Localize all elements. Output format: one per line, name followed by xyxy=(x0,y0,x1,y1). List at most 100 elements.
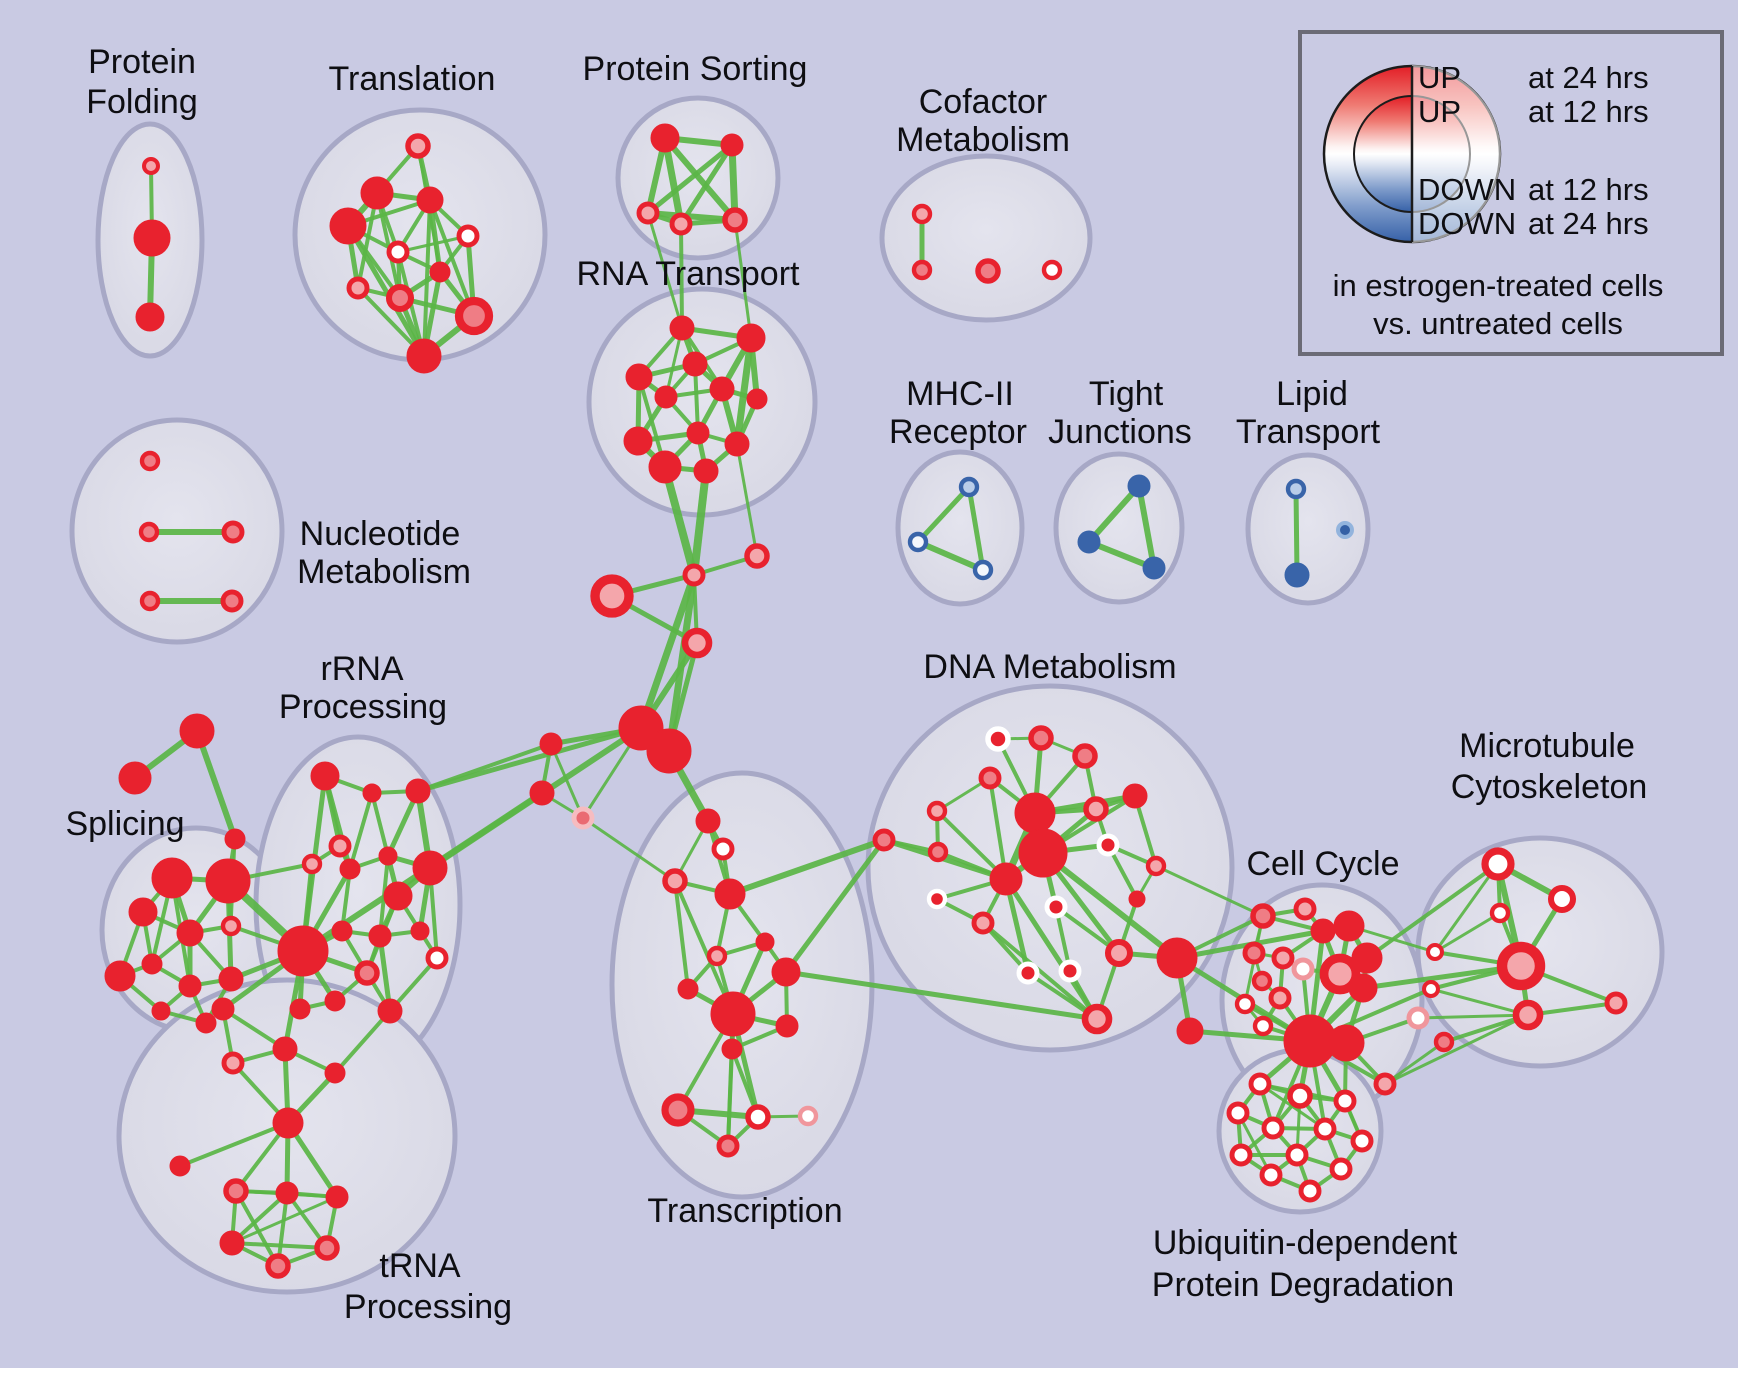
network-node-mt-1 xyxy=(1547,884,1577,914)
network-node-dna-8 xyxy=(1018,828,1068,878)
network-node-uq-11 xyxy=(1298,1179,1322,1203)
network-node-ps-0 xyxy=(650,123,680,153)
network-node-rt-4 xyxy=(654,385,678,409)
network-edge-tn xyxy=(230,1195,339,1245)
network-node-tx-1 xyxy=(711,837,735,861)
network-node-tr-8 xyxy=(385,283,415,313)
network-node-cf-1 xyxy=(911,259,933,281)
cluster-label-cc-0: Cell Cycle xyxy=(1246,845,1399,883)
network-node-dna-12 xyxy=(1096,833,1120,857)
network-node-mhc-1 xyxy=(907,531,929,553)
network-node-tx-0 xyxy=(695,808,721,834)
network-node-tx-5 xyxy=(706,945,728,967)
network-node-cc-15 xyxy=(1348,973,1378,1003)
cluster-label-lt-1: Transport xyxy=(1236,413,1381,451)
network-node-cc-3 xyxy=(1333,910,1365,942)
network-node-uq-6 xyxy=(1350,1129,1374,1153)
network-edge-tj xyxy=(1086,539,1157,571)
network-node-rt-7 xyxy=(623,426,653,456)
network-edge-tj xyxy=(1136,483,1157,571)
network-node-cn-6 xyxy=(539,732,563,756)
network-node-sp-0 xyxy=(179,713,215,749)
network-node-rr-2 xyxy=(405,778,431,804)
network-node-mt-5 xyxy=(1422,980,1440,998)
cluster-label-uq-1: Protein Degradation xyxy=(1152,1266,1454,1304)
network-node-mt-7 xyxy=(1604,991,1628,1015)
network-node-dna-5 xyxy=(872,828,896,852)
network-node-cn-5 xyxy=(646,728,692,774)
network-node-sp-4 xyxy=(205,858,251,904)
network-edge-rt xyxy=(733,334,755,448)
network-node-mt-3 xyxy=(1426,943,1444,961)
network-node-dna-16 xyxy=(1044,895,1068,919)
cluster-label-tx-0: Transcription xyxy=(647,1192,842,1230)
network-edge-mhc xyxy=(915,539,986,573)
network-link-cc-mt xyxy=(1360,963,1524,991)
network-node-cn-1 xyxy=(744,543,770,569)
network-edge-mt xyxy=(1433,911,1502,954)
legend-up-12-time: at 12 hrs xyxy=(1528,94,1649,129)
cluster-label-pf-1: Folding xyxy=(86,83,198,121)
network-node-sp-1 xyxy=(118,761,152,795)
network-node-tr-10 xyxy=(406,338,442,374)
network-node-mt-9 xyxy=(1406,1006,1430,1030)
network-node-nm-2 xyxy=(221,520,245,544)
network-edge-rr xyxy=(377,933,393,1014)
network-node-tn-3 xyxy=(324,1062,346,1084)
network-link-ps-rt xyxy=(646,211,684,330)
network-node-nm-4 xyxy=(220,589,244,613)
network-edge-mt xyxy=(1433,862,1500,954)
network-edge-tx xyxy=(673,879,735,1016)
network-node-pf-1 xyxy=(133,219,171,257)
network-node-cf-2 xyxy=(975,258,1001,284)
network-node-tx-7 xyxy=(771,957,801,987)
network-node-tn-11 xyxy=(265,1253,291,1279)
network-node-cc-8 xyxy=(1351,942,1383,974)
network-edge-tr xyxy=(375,191,402,300)
network-node-dna-20 xyxy=(1016,961,1040,985)
network-node-rr-6 xyxy=(378,846,398,866)
network-node-cc-2 xyxy=(1310,918,1336,944)
network-node-uq-5 xyxy=(1313,1117,1337,1141)
network-node-cc-1 xyxy=(1293,897,1317,921)
cluster-label-pf-0: Protein xyxy=(88,43,196,81)
network-node-tx-4 xyxy=(755,932,775,952)
network-link-cn-rr xyxy=(415,725,644,794)
network-node-dna-6 xyxy=(927,841,949,863)
network-node-cc-9 xyxy=(1251,970,1273,992)
network-node-nm-1 xyxy=(138,521,160,543)
cluster-label-sp-0: Splicing xyxy=(65,805,184,843)
network-node-sp-9 xyxy=(141,953,163,975)
cluster-bubble-tj xyxy=(1053,451,1185,605)
cluster-label-nm-1: Metabolism xyxy=(297,553,471,591)
network-node-pf-2 xyxy=(135,302,165,332)
cluster-label-uq-0: Ubiquitin-dependent xyxy=(1153,1224,1458,1262)
network-node-tj-1 xyxy=(1077,530,1101,554)
cluster-label-rr-1: Processing xyxy=(279,688,447,726)
network-node-mhc-2 xyxy=(972,559,994,581)
network-node-tx-6 xyxy=(677,978,699,1000)
network-node-tr-2 xyxy=(416,186,444,214)
network-node-dna-10 xyxy=(1083,796,1109,822)
network-node-rr-8 xyxy=(383,881,413,911)
network-edge-sp xyxy=(194,728,238,842)
network-node-cf-0 xyxy=(911,203,933,225)
network-node-mt-0 xyxy=(1481,847,1515,881)
network-node-uq-1 xyxy=(1287,1083,1313,1109)
network-node-sp-5 xyxy=(128,897,158,927)
network-node-ps-4 xyxy=(722,207,748,233)
network-link-dna-cc xyxy=(1154,864,1265,918)
network-node-mhc-0 xyxy=(958,476,980,498)
network-edge-ps xyxy=(645,142,735,216)
network-node-tr-4 xyxy=(456,224,480,248)
network-node-tr-3 xyxy=(329,207,367,245)
network-node-rt-0 xyxy=(669,315,695,341)
network-node-tx-9 xyxy=(775,1014,799,1038)
network-node-ps-3 xyxy=(669,212,693,236)
cluster-label-mt-1: Cytoskeleton xyxy=(1451,768,1648,806)
network-node-rr-12 xyxy=(410,921,430,941)
network-node-rr-10 xyxy=(331,920,353,942)
network-node-tx-2 xyxy=(662,868,688,894)
network-node-tx-10 xyxy=(721,1038,743,1060)
